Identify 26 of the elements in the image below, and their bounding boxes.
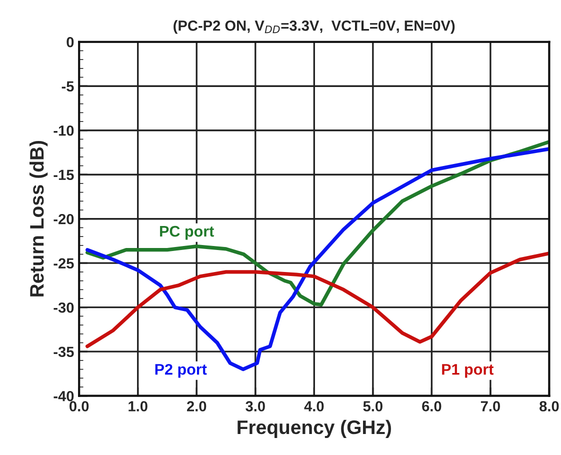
- y-tick-label: -20: [54, 214, 74, 224]
- x-axis-title: Frequency (GHz): [238, 420, 391, 438]
- y-tick-label: -15: [54, 170, 74, 180]
- x-tick-label: 4.0: [304, 401, 324, 412]
- y-tick-label: -30: [54, 302, 74, 313]
- x-tick-label: 3.0: [246, 401, 265, 412]
- x-tick-label: 2.0: [187, 401, 206, 412]
- x-tick-label: 0.0: [70, 401, 89, 412]
- x-tick-label: 5.0: [363, 401, 382, 412]
- x-tick-label: 8.0: [540, 401, 559, 412]
- series-label: P2 port: [155, 364, 207, 378]
- y-tick-label: -35: [54, 346, 74, 358]
- line-series: [86, 140, 550, 307]
- y-tick-label: -5: [62, 81, 74, 92]
- y-tick-label: -10: [54, 125, 74, 136]
- y-tick-label: -25: [54, 258, 74, 269]
- series-label: PC port: [160, 226, 214, 240]
- x-tick-label: 6.0: [422, 401, 442, 412]
- y-tick-label: -40: [54, 390, 74, 402]
- line-series: [86, 252, 550, 348]
- x-tick-label: 1.0: [128, 401, 148, 412]
- series-label: P1 port: [442, 364, 494, 378]
- chart-title: (PC-P2 ON, V$_{DD}$=3.3V, VCTL=0V, EN=0V): [174, 20, 455, 34]
- y-axis-title: Return Loss (dB): [29, 140, 48, 296]
- x-tick-label: 7.0: [480, 401, 500, 412]
- y-tick-label: 0: [66, 36, 74, 48]
